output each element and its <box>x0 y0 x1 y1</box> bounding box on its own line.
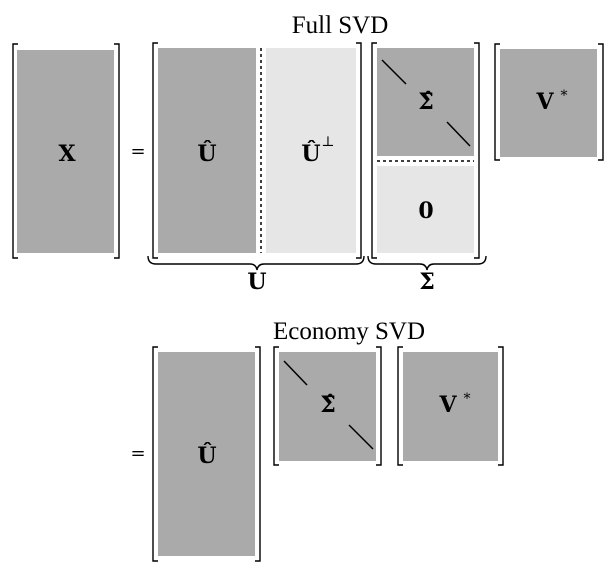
matrix-u-left-bracket <box>152 42 158 259</box>
economy-sigma-hat-label: Σ̂ <box>320 392 336 418</box>
economy-v-star-right-bracket <box>498 346 504 466</box>
matrix-v-star-right-bracket <box>598 43 604 161</box>
economy-sigma-diagonal-upper <box>283 360 308 386</box>
matrix-x: X <box>12 43 120 259</box>
matrix-v-star-label: V <box>535 89 554 115</box>
matrix-u-hat-block <box>158 48 256 253</box>
matrix-x-label: X <box>58 141 76 167</box>
matrix-sigma-right-bracket <box>474 42 480 259</box>
matrix-zero-block <box>377 166 474 253</box>
matrix-sigma: Σ̂ 0 <box>371 42 480 259</box>
matrix-u-hat-label: Û <box>197 140 216 167</box>
economy-matrix-sigma-hat: Σ̂ <box>273 346 382 466</box>
perp-superscript: ⊥ <box>321 134 334 150</box>
economy-matrix-v-star: V * <box>397 346 504 466</box>
economy-svd-title: Economy SVD <box>273 318 425 345</box>
economy-sigma-diagonal-lower <box>348 424 374 450</box>
u-underbrace <box>147 255 365 271</box>
economy-v-star-label: V <box>438 392 457 418</box>
economy-sigma-hat-right-bracket <box>376 346 382 466</box>
economy-sigma-hat-left-bracket <box>273 346 279 466</box>
matrix-u: Û Û ⊥ <box>152 42 362 259</box>
economy-u-hat-label: Û <box>197 442 216 469</box>
economy-u-hat-left-bracket <box>152 346 158 562</box>
economy-v-star-superscript: * <box>464 391 471 407</box>
economy-u-hat-right-bracket <box>255 346 261 562</box>
matrix-u-right-bracket <box>356 42 362 259</box>
v-star-superscript: * <box>561 88 568 104</box>
u-brace-label: U <box>247 269 266 295</box>
matrix-v-star: V * <box>494 43 604 161</box>
sigma-brace-label: Σ <box>419 269 435 295</box>
matrix-zero-label: 0 <box>418 198 433 224</box>
matrix-x-right-bracket <box>114 43 120 259</box>
sigma-underbrace <box>367 255 487 271</box>
matrix-u-hat-perp-label: Û <box>301 140 320 167</box>
sigma-diagonal-lower <box>446 121 471 147</box>
economy-v-star-block <box>403 352 498 461</box>
economy-matrix-u-hat: Û <box>152 346 261 562</box>
matrix-v-star-block <box>500 49 597 157</box>
full-svd-equals-sign: = <box>130 141 145 162</box>
sigma-diagonal-upper <box>381 59 407 85</box>
matrix-v-star-left-bracket <box>494 43 500 161</box>
matrix-sigma-hat-block <box>377 48 474 156</box>
economy-v-star-left-bracket <box>397 346 403 466</box>
matrix-u-hat-perp-block <box>266 48 356 253</box>
matrix-x-left-bracket <box>12 43 18 259</box>
economy-u-hat-block <box>158 352 255 556</box>
matrix-sigma-hat-label: Σ̂ <box>418 89 434 115</box>
matrix-x-block <box>17 50 114 253</box>
full-svd-title: Full SVD <box>292 12 389 39</box>
economy-sigma-hat-block <box>279 352 376 461</box>
matrix-sigma-left-bracket <box>371 42 377 259</box>
economy-svd-equals-sign: = <box>130 443 145 464</box>
